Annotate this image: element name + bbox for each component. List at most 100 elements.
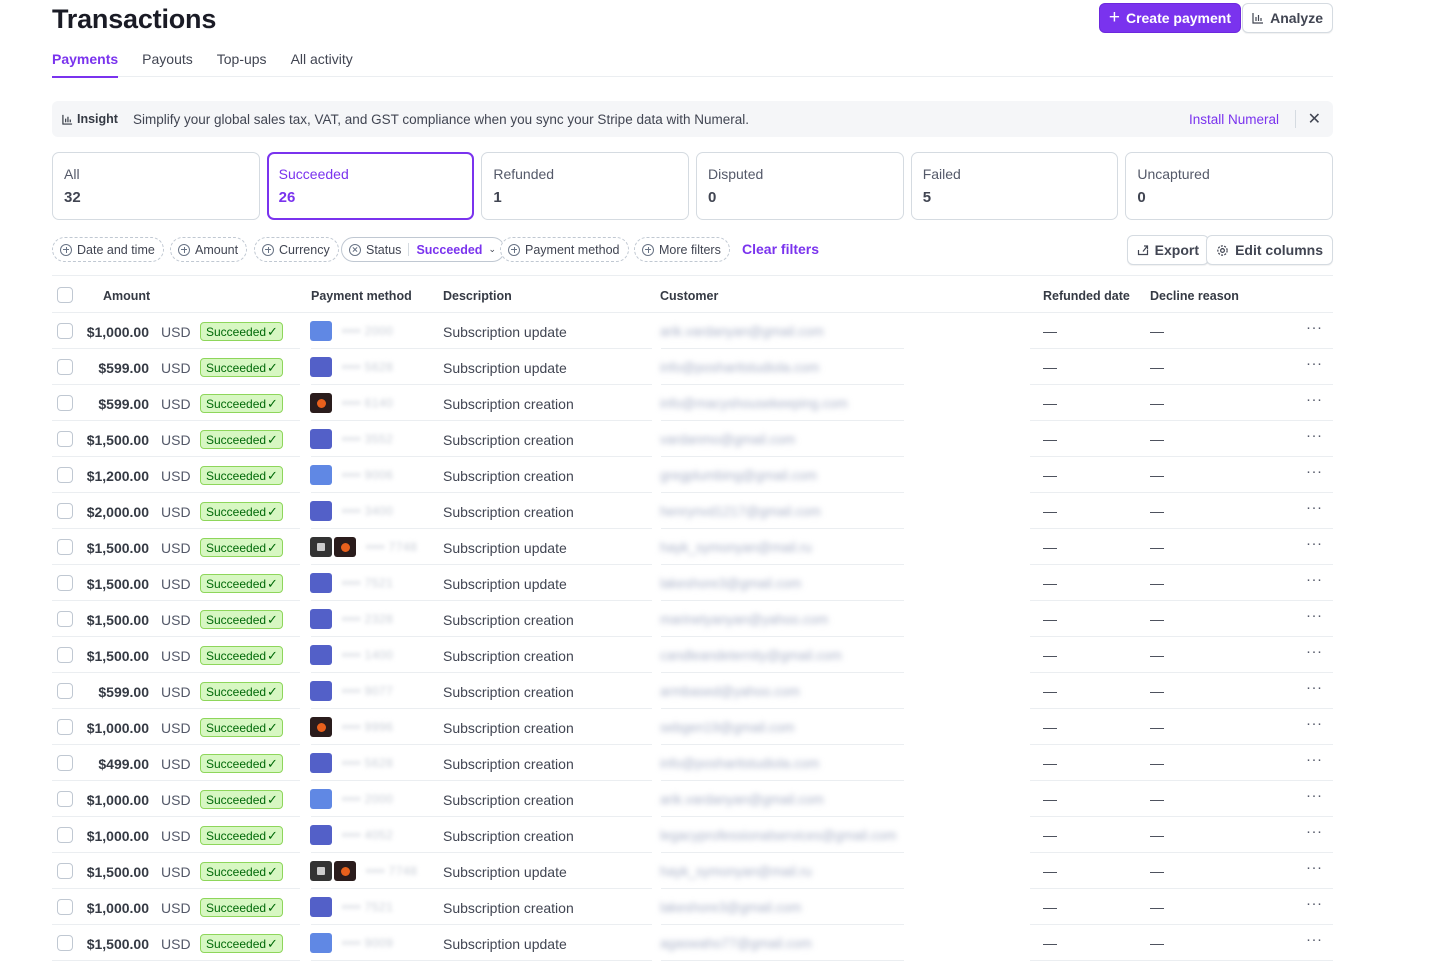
analyze-button[interactable]: Analyze xyxy=(1242,3,1333,33)
table-row[interactable]: $1,500.00 USD Succeeded ✓ •••• 7748 Subscript… xyxy=(52,529,1333,565)
row-checkbox[interactable] xyxy=(57,791,73,807)
more-actions-icon[interactable]: ··· xyxy=(1306,499,1323,516)
more-filters-chip[interactable]: More filters xyxy=(634,237,730,262)
more-actions-icon[interactable]: ··· xyxy=(1306,607,1323,624)
row-checkbox[interactable] xyxy=(57,647,73,663)
row-checkbox[interactable] xyxy=(57,467,73,483)
table-row[interactable]: $1,500.00 USD Succeeded ✓ •••• 2328 Subscript… xyxy=(52,601,1333,637)
status-card-all[interactable]: All 32 xyxy=(52,152,260,220)
edit-columns-button[interactable]: Edit columns xyxy=(1206,235,1333,265)
table-row[interactable]: $599.00 USD Succeeded ✓ •••• 9077 Subscriptio… xyxy=(52,673,1333,709)
row-checkbox[interactable] xyxy=(57,611,73,627)
customer-email[interactable]: armbased@yahoo.com xyxy=(660,684,800,699)
customer-email[interactable]: lakeshore3@gmail.com xyxy=(660,576,802,591)
column-header-refunded-date[interactable]: Refunded date xyxy=(1043,289,1130,303)
more-actions-icon[interactable]: ··· xyxy=(1306,355,1323,372)
customer-email[interactable]: info@macyshousekeeping.com xyxy=(660,396,848,411)
customer-email[interactable]: arik.vardanyan@gmail.com xyxy=(660,792,824,807)
more-actions-icon[interactable]: ··· xyxy=(1306,787,1323,804)
more-actions-icon[interactable]: ··· xyxy=(1306,679,1323,696)
status-filter-chip[interactable]: Status Succeeded ⌄ xyxy=(341,237,505,262)
more-actions-icon[interactable]: ··· xyxy=(1306,643,1323,660)
more-actions-icon[interactable]: ··· xyxy=(1306,751,1323,768)
export-button[interactable]: Export xyxy=(1126,235,1209,265)
customer-email[interactable]: hayk_symonyan@mail.ru xyxy=(660,540,812,555)
install-numeral-link[interactable]: Install Numeral xyxy=(1188,111,1279,127)
table-row[interactable]: $1,000.00 USD Succeeded ✓ •••• 2000 Subscript… xyxy=(52,313,1333,349)
row-checkbox[interactable] xyxy=(57,719,73,735)
status-card-uncaptured[interactable]: Uncaptured 0 xyxy=(1125,152,1334,220)
amount-filter-chip[interactable]: Amount xyxy=(170,237,248,262)
currency-filter-chip[interactable]: Currency xyxy=(254,237,339,262)
table-row[interactable]: $1,000.00 USD Succeeded ✓ •••• 2000 Subscript… xyxy=(52,781,1333,817)
row-checkbox[interactable] xyxy=(57,863,73,879)
close-icon[interactable]: ✕ xyxy=(1307,111,1321,128)
tab-all-activity[interactable]: All activity xyxy=(290,51,353,67)
more-actions-icon[interactable]: ··· xyxy=(1306,931,1323,948)
row-checkbox[interactable] xyxy=(57,575,73,591)
customer-email[interactable]: arik.vardanyan@gmail.com xyxy=(660,324,824,339)
customer-email[interactable]: marinetyanyan@yahoo.com xyxy=(660,612,829,627)
row-checkbox[interactable] xyxy=(57,431,73,447)
customer-email[interactable]: info@posharitstudiola.com xyxy=(660,756,820,771)
row-checkbox[interactable] xyxy=(57,827,73,843)
column-header-decline-reason[interactable]: Decline reason xyxy=(1150,289,1239,303)
tab-payouts[interactable]: Payouts xyxy=(142,51,193,67)
remove-circle-icon[interactable] xyxy=(349,243,361,256)
more-actions-icon[interactable]: ··· xyxy=(1306,895,1323,912)
payment-method-filter-chip[interactable]: Payment method xyxy=(500,237,629,262)
row-checkbox[interactable] xyxy=(57,755,73,771)
row-checkbox[interactable] xyxy=(57,539,73,555)
table-row[interactable]: $1,500.00 USD Succeeded ✓ •••• 3552 Subscript… xyxy=(52,421,1333,457)
table-row[interactable]: $499.00 USD Succeeded ✓ •••• 5628 Subscriptio… xyxy=(52,745,1333,781)
customer-email[interactable]: gregplumbing@gmail.com xyxy=(660,468,818,483)
more-actions-icon[interactable]: ··· xyxy=(1306,859,1323,876)
table-row[interactable]: $1,000.00 USD Succeeded ✓ •••• 9996 Subscript… xyxy=(52,709,1333,745)
row-checkbox[interactable] xyxy=(57,935,73,951)
column-header-customer[interactable]: Customer xyxy=(660,289,719,303)
status-card-disputed[interactable]: Disputed 0 xyxy=(696,152,904,220)
column-header-amount[interactable]: Amount xyxy=(103,289,151,303)
more-actions-icon[interactable]: ··· xyxy=(1306,427,1323,444)
row-checkbox[interactable] xyxy=(57,899,73,915)
customer-email[interactable]: candleandeternity@gmail.com xyxy=(660,648,842,663)
table-row[interactable]: $1,000.00 USD Succeeded ✓ •••• 4052 Subscript… xyxy=(52,817,1333,853)
table-row[interactable]: $1,500.00 USD Succeeded ✓ •••• 1400 Subscript… xyxy=(52,637,1333,673)
status-card-failed[interactable]: Failed 5 xyxy=(910,152,1119,220)
create-payment-button[interactable]: + Create payment xyxy=(1098,3,1241,33)
column-header-payment-method[interactable]: Payment method xyxy=(311,289,412,303)
row-checkbox[interactable] xyxy=(57,503,73,519)
customer-email[interactable]: legacyprofessionalservices@gmail.com xyxy=(660,828,897,843)
more-actions-icon[interactable]: ··· xyxy=(1306,463,1323,480)
table-row[interactable]: $599.00 USD Succeeded ✓ •••• 6140 Subscriptio… xyxy=(52,385,1333,421)
table-row[interactable]: $599.00 USD Succeeded ✓ •••• 5628 Subscriptio… xyxy=(52,349,1333,385)
table-row[interactable]: $1,500.00 USD Succeeded ✓ •••• 7748 Subscript… xyxy=(52,853,1333,889)
column-header-description[interactable]: Description xyxy=(443,289,512,303)
more-actions-icon[interactable]: ··· xyxy=(1306,319,1323,336)
customer-email[interactable]: vardanmo@gmail.com xyxy=(660,432,796,447)
more-actions-icon[interactable]: ··· xyxy=(1306,823,1323,840)
table-row[interactable]: $1,000.00 USD Succeeded ✓ •••• 7521 Subscript… xyxy=(52,889,1333,925)
more-actions-icon[interactable]: ··· xyxy=(1306,571,1323,588)
customer-email[interactable]: henrynvd1217@gmail.com xyxy=(660,504,821,519)
table-row[interactable]: $2,000.00 USD Succeeded ✓ •••• 3400 Subscript… xyxy=(52,493,1333,529)
more-actions-icon[interactable]: ··· xyxy=(1306,391,1323,408)
customer-email[interactable]: lakeshore3@gmail.com xyxy=(660,900,802,915)
table-row[interactable]: $1,500.00 USD Succeeded ✓ •••• 9009 Subscript… xyxy=(52,925,1333,961)
clear-filters-link[interactable]: Clear filters xyxy=(742,241,820,257)
more-actions-icon[interactable]: ··· xyxy=(1306,715,1323,732)
row-checkbox[interactable] xyxy=(57,323,73,339)
row-checkbox[interactable] xyxy=(57,683,73,699)
more-actions-icon[interactable]: ··· xyxy=(1306,535,1323,552)
tab-top-ups[interactable]: Top-ups xyxy=(216,51,267,67)
row-checkbox[interactable] xyxy=(57,395,73,411)
customer-email[interactable]: info@posharitstudiola.com xyxy=(660,360,820,375)
tab-payments[interactable]: Payments xyxy=(52,48,119,78)
table-row[interactable]: $1,500.00 USD Succeeded ✓ •••• 7521 Subscript… xyxy=(52,565,1333,601)
row-checkbox[interactable] xyxy=(57,359,73,375)
date-filter-chip[interactable]: Date and time xyxy=(52,237,164,262)
customer-email[interactable]: sebgen19@gmail.com xyxy=(660,720,795,735)
table-row[interactable]: $1,200.00 USD Succeeded ✓ •••• 9006 Subscript… xyxy=(52,457,1333,493)
select-all-checkbox[interactable] xyxy=(57,287,73,303)
status-card-succeeded[interactable]: Succeeded 26 xyxy=(266,152,475,220)
